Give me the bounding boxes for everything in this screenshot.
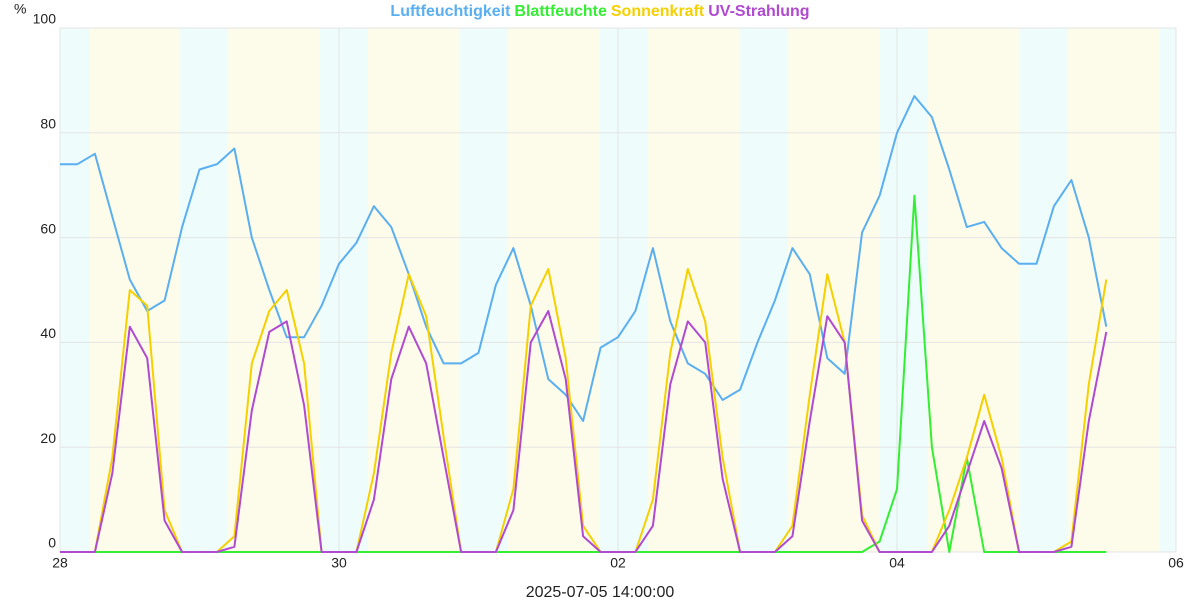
legend-entry: Sonnenkraft [611, 3, 705, 20]
legend-entry: Blattfeuchte [514, 3, 607, 20]
y-tick-label: 100 [33, 11, 57, 27]
y-tick-label: 20 [40, 430, 56, 446]
y-tick-label: 0 [48, 535, 56, 551]
series-line [60, 95, 1108, 422]
x-tick-label: 04 [889, 555, 905, 571]
x-tick-label: 28 [52, 555, 68, 571]
legend-entry: Luftfeuchtigkeit [390, 3, 511, 20]
y-tick-label: 40 [40, 325, 56, 341]
x-tick-label: 30 [331, 555, 347, 571]
y-axis-label: % [14, 1, 26, 17]
x-axis-label: 2025-07-05 14:00:00 [526, 584, 675, 600]
y-tick-label: 80 [40, 116, 56, 132]
x-tick-label: 02 [610, 555, 626, 571]
legend-entry: UV-Strahlung [708, 3, 809, 20]
y-tick-label: 60 [40, 220, 56, 236]
x-tick-label: 06 [1168, 555, 1184, 571]
series-line [60, 194, 1107, 553]
series-line [60, 310, 1108, 553]
